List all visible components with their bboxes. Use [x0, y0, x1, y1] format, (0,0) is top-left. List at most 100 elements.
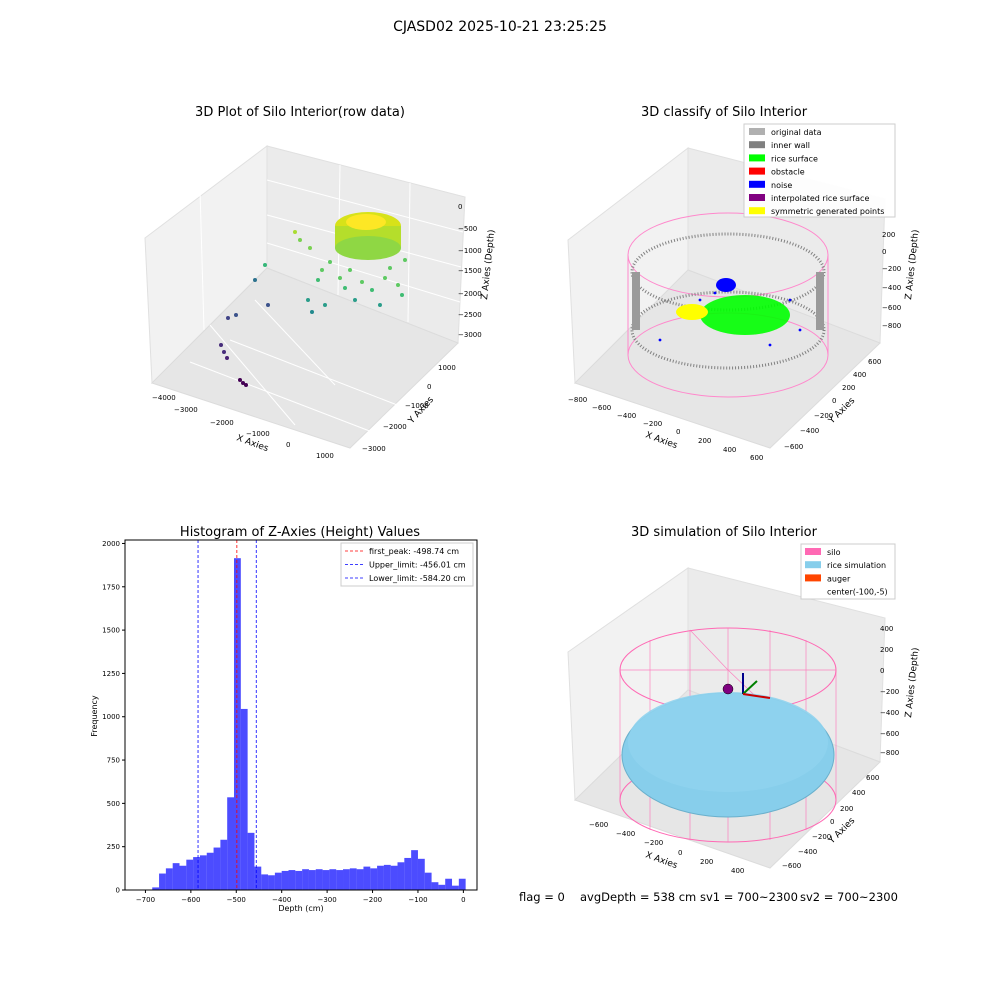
footer-sv2: sv2 = 700~2300: [800, 890, 898, 904]
p2-legend-box: [743, 123, 896, 218]
hist-bar: [234, 558, 241, 890]
hist-bar: [274, 872, 282, 890]
hist-bar: [445, 878, 453, 890]
hist-bar: [377, 865, 384, 890]
rice-surface-top: [346, 214, 386, 230]
hist-xtick-label: −400: [272, 896, 291, 904]
hist-xtick-label: −700: [136, 896, 155, 904]
p4-zlabel: Z Axies (Depth): [904, 647, 921, 718]
figure-suptitle: CJASD02 2025-10-21 23:25:25: [393, 19, 607, 35]
hist-bar: [452, 885, 459, 890]
hist-bar: [295, 870, 303, 890]
panel2-title: 3D classify of Silo Interior: [641, 105, 808, 120]
p2-xlabel: X Axies: [644, 430, 679, 451]
legend-label: auger: [827, 574, 851, 583]
p4-ytick-5: 400: [852, 789, 865, 797]
hist-bar: [322, 870, 330, 890]
footer-avgdepth: avgDepth = 538 cm: [580, 890, 696, 904]
panel-simulation-3d: 3D simulation of Silo Interior silo rice …: [567, 525, 921, 875]
hist-bar: [152, 887, 160, 890]
hist-bar: [315, 869, 323, 890]
panel-histogram: Histogram of Z-Axies (Height) Values −70…: [90, 525, 478, 913]
p2-zlabel: Z Axies (Depth): [904, 229, 921, 300]
legend-swatch: [749, 128, 765, 135]
hist-bar: [199, 855, 207, 890]
hist-legend: first_peak: -498.74 cm Upper_limit: -456.…: [340, 542, 474, 587]
legend-swatch: [749, 154, 765, 162]
legend-label: symmetric generated points: [771, 207, 884, 216]
center-axis-y: [742, 680, 758, 695]
hist-bar: [254, 866, 262, 890]
legend-swatch: [749, 207, 765, 215]
panel-classify-3d: 3D classify of Silo Interior original da…: [567, 105, 921, 462]
p4-xtick-0: −600: [589, 821, 608, 829]
p4-ztick-1: −600: [880, 730, 899, 738]
rice-simulation-top: [628, 692, 828, 792]
hist-axes-frame: [124, 539, 478, 891]
hist-xtick-label: −100: [408, 896, 427, 904]
hist-legend-label: Upper_limit: -456.01 cm: [369, 561, 466, 570]
legend-swatch: [805, 548, 821, 555]
p2-xtick-5: 200: [698, 437, 711, 445]
p1-ytick-0: −3000: [362, 445, 386, 453]
p2-ytick-4: 200: [842, 384, 855, 392]
p4-ztick-6: 400: [880, 625, 893, 633]
panel4-title: 3D simulation of Silo Interior: [631, 525, 818, 540]
p2-xtick-3: −200: [643, 420, 662, 428]
p1-xtick-1: −3000: [174, 406, 198, 414]
auger-marker: [722, 683, 734, 695]
p1-ztick-4: −1000: [458, 247, 482, 255]
p4-ztick-0: −800: [880, 749, 899, 757]
hist-bar: [268, 875, 275, 890]
hist-ytick-label: 1750: [102, 583, 120, 591]
p2-xtick-1: −600: [592, 404, 611, 412]
p1-xtick-5: 1000: [316, 452, 334, 460]
hist-title: Histogram of Z-Axies (Height) Values: [180, 525, 420, 540]
inner-wall-band: [632, 272, 640, 330]
p1-ztick-2: −2000: [458, 290, 482, 298]
p2-ztick-4: 0: [882, 248, 886, 256]
hist-bar: [220, 839, 228, 890]
p2-ztick-2: −400: [882, 284, 901, 292]
p4-xtick-5: 400: [731, 867, 744, 875]
p1-ytick-3: 0: [427, 383, 431, 391]
legend-label: silo: [827, 548, 841, 557]
p4-ztick-2: −400: [880, 709, 899, 717]
noise-points: [658, 291, 802, 347]
p4-ztick-4: 0: [880, 667, 884, 675]
panel1-title: 3D Plot of Silo Interior(row data): [195, 105, 405, 120]
p4-xtick-4: 200: [700, 858, 713, 866]
legend-label: rice surface: [771, 154, 818, 163]
inner-wall-band-r: [816, 272, 824, 330]
legend-swatch: [749, 167, 765, 175]
p1-ytick-2: −1000: [405, 402, 429, 410]
p2-ytick-3: 0: [832, 397, 836, 405]
hist-ytick-label: 500: [107, 800, 120, 808]
hist-bar: [213, 847, 221, 890]
hist-bar: [397, 862, 405, 890]
p4-ytick-6: 600: [866, 774, 879, 782]
hist-bar: [343, 869, 350, 890]
hist-xtick-label: −200: [363, 896, 382, 904]
p2-ztick-0: −800: [882, 322, 901, 330]
p1-ztick-1: −2500: [458, 311, 482, 319]
p2-ytick-5: 400: [853, 371, 866, 379]
legend-label: rice simulation: [827, 561, 886, 570]
hist-bar: [370, 868, 378, 890]
p2-ytick-1: −400: [800, 427, 819, 435]
hist-xtick-label: −300: [317, 896, 336, 904]
p4-ytick-0: −600: [782, 862, 801, 870]
hist-bar: [438, 884, 446, 890]
hist-ytick-label: 250: [107, 843, 120, 851]
p4-xtick-1: −400: [616, 830, 635, 838]
hist-bar: [172, 863, 180, 890]
p2-ztick-1: −600: [882, 304, 901, 312]
p4-xtick-3: 0: [678, 849, 682, 857]
rice-surface-green: [700, 295, 790, 335]
hist-bar: [329, 869, 337, 890]
hist-bar: [240, 708, 248, 890]
p1-ztick-6: 0: [458, 203, 462, 211]
raw-scatter-points: [219, 230, 407, 387]
p2-ztick-3: −200: [882, 265, 901, 273]
p2-legend: original data inner wall rice surface obsta…: [743, 123, 896, 218]
